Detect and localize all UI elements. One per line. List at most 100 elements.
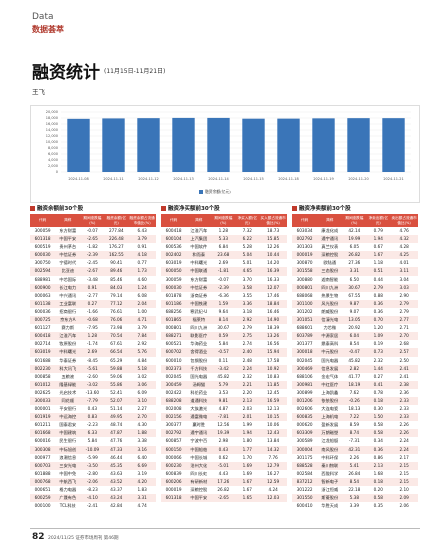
- table-cell: 4.32: [390, 235, 418, 244]
- table-cell: -7.95: [86, 325, 98, 331]
- table-cell: 5.76: [128, 348, 156, 357]
- page-number: 82: [32, 532, 45, 542]
- table-cell: -5.61: [80, 364, 105, 373]
- table-cell: 中信证券: [55, 251, 81, 260]
- table-row: 002606 大连电瓷 18.13 0.30 2.33: [292, 405, 418, 413]
- table-cell: 中国建筑: [55, 429, 81, 438]
- table-cell: 12.26: [267, 244, 280, 250]
- table-cell: 600030: [30, 251, 56, 260]
- column-header: 融资余额占流通市值比(%): [128, 214, 156, 227]
- table-cell: 0.36: [373, 308, 383, 314]
- table-cell: 002594: [30, 267, 56, 276]
- table-cell: -5.99: [86, 454, 98, 460]
- table-row: 688981 中芯国际 -3.48 85.46 4.60: [30, 276, 156, 284]
- x-tick-label: 2024-11-19: [313, 177, 333, 181]
- table-cell: 000801: [165, 325, 182, 331]
- table-cell: 0.67: [373, 244, 383, 250]
- table-cell: 2.09: [390, 494, 418, 503]
- table-cell: 12.59: [259, 477, 287, 486]
- table-cell: 1.00: [137, 308, 147, 314]
- y-tick-label: 4,000: [48, 158, 58, 162]
- table-cell: -1.74: [86, 341, 98, 347]
- table-cell: 17.46: [267, 292, 280, 298]
- table-cell: 85.46: [110, 276, 123, 282]
- table-cell: 3.06: [128, 380, 156, 389]
- table-cell: 162.55: [104, 251, 129, 260]
- table-cell: 1.44: [366, 364, 391, 373]
- table-cell: 0.27: [373, 373, 383, 379]
- table-cell: -2.06: [80, 477, 105, 486]
- table-cell: 002625: [34, 389, 51, 395]
- table-cell: 18.73: [267, 228, 280, 233]
- table-cell: 1.67: [366, 251, 391, 260]
- table-cell: 东方财富: [190, 276, 208, 282]
- table-cell: 中远海控: [55, 413, 81, 422]
- table-cell: -2.60: [86, 373, 98, 379]
- table-cell: -0.47: [342, 348, 367, 357]
- table-cell: 000066: [165, 454, 182, 460]
- table-cell: 603034: [296, 228, 313, 233]
- table-cell: 601865: [161, 316, 187, 325]
- table-row: 600010 包钢股份 0.11 2.48 17.58: [161, 357, 287, 365]
- table-cell: 贵州茅台: [59, 244, 77, 250]
- table-cell: 0.34: [373, 438, 383, 444]
- table-cell: 16.59: [259, 396, 287, 406]
- table-cell: 盈新发展: [321, 422, 339, 428]
- table-cell: 49.95: [104, 413, 129, 422]
- table-row: 000801 四川九洲 30.67 2.79 3.03: [292, 283, 418, 292]
- author: 王飞: [32, 88, 45, 96]
- table-cell: 4.18: [128, 251, 156, 260]
- table-cell: 招商银行: [59, 308, 77, 314]
- table-cell: 601688: [34, 357, 51, 363]
- table-cell: 600150: [161, 445, 187, 454]
- table-cell: -7.81: [211, 413, 236, 422]
- table-cell: 601318: [161, 494, 187, 503]
- table-cell: 2.26: [399, 422, 409, 428]
- table-cell: 601012: [30, 380, 56, 389]
- table-cell: 宁波中百: [190, 438, 208, 444]
- x-tick-label: 2024-11-18: [278, 177, 298, 181]
- table-cell: 2.21: [235, 380, 260, 389]
- table-row: 000620 盈新发展 8.59 0.58 2.26: [292, 421, 418, 429]
- table-row: 600857 宁波中百 2.98 1.80 13.84: [161, 437, 287, 445]
- table-cell: 2.10: [399, 487, 409, 492]
- table-row: 002373 千方科技 -3.42 2.24 10.92: [161, 364, 287, 373]
- table-row: 600016 民生银行 5.84 47.76 3.38: [30, 437, 156, 445]
- table-cell: 1.83: [137, 487, 147, 492]
- table-cell: -0.26: [342, 396, 367, 406]
- table-cell: 智新电子: [317, 477, 343, 486]
- table-cell: 1.94: [366, 235, 391, 244]
- table-cell: 600521: [165, 341, 182, 347]
- table-cell: -2.23: [86, 422, 98, 428]
- table-row: 600900 长江电力 0.91 84.03 1.24: [30, 283, 156, 292]
- table-cell: 9.81: [211, 396, 236, 406]
- table-cell: 76.06: [104, 316, 129, 325]
- table-cell: 688528: [292, 461, 318, 470]
- y-tick-label: 6,000: [48, 152, 58, 156]
- table-cell: -3.02: [80, 380, 105, 389]
- table-cell: 1.73: [128, 267, 156, 276]
- table-cell: 2.32: [373, 357, 383, 363]
- column-header: 融资余额(亿元): [104, 214, 129, 227]
- table-cell: 4.25: [390, 251, 418, 260]
- table-cell: 002792: [161, 429, 187, 438]
- table-cell: 301051: [292, 316, 318, 325]
- table-cell: 226.48: [104, 235, 129, 244]
- table-cell: 300018: [292, 348, 318, 357]
- chart: 0 2,000 4,000 6,000 8,000 10,000 12,000 14,000 1…: [30, 105, 420, 203]
- table-cell: 600857: [165, 438, 182, 444]
- table-cell: 3.31: [342, 267, 367, 276]
- table-row: 300308 中际旭创 -10.09 47.33 3.16: [30, 445, 156, 454]
- table-cell: 0.91: [80, 283, 105, 292]
- table-row: 000100 TCL科技 -2.41 42.84 4.74: [30, 502, 156, 510]
- y-tick-label: 12,000: [46, 134, 58, 138]
- table-cell: 4.30: [137, 422, 147, 428]
- table-cell: TCL科技: [59, 503, 76, 509]
- table-cell: 90.41: [110, 260, 123, 266]
- table-cell: 45.82: [348, 357, 361, 363]
- table-row: 601012 隆基绿能 -3.02 55.86 3.06: [30, 380, 156, 389]
- y-tick-label: 0: [56, 170, 58, 174]
- table-cell: 12.56: [217, 422, 230, 428]
- table-cell: 19.39: [211, 429, 236, 438]
- table-cell: 73.98: [110, 325, 123, 331]
